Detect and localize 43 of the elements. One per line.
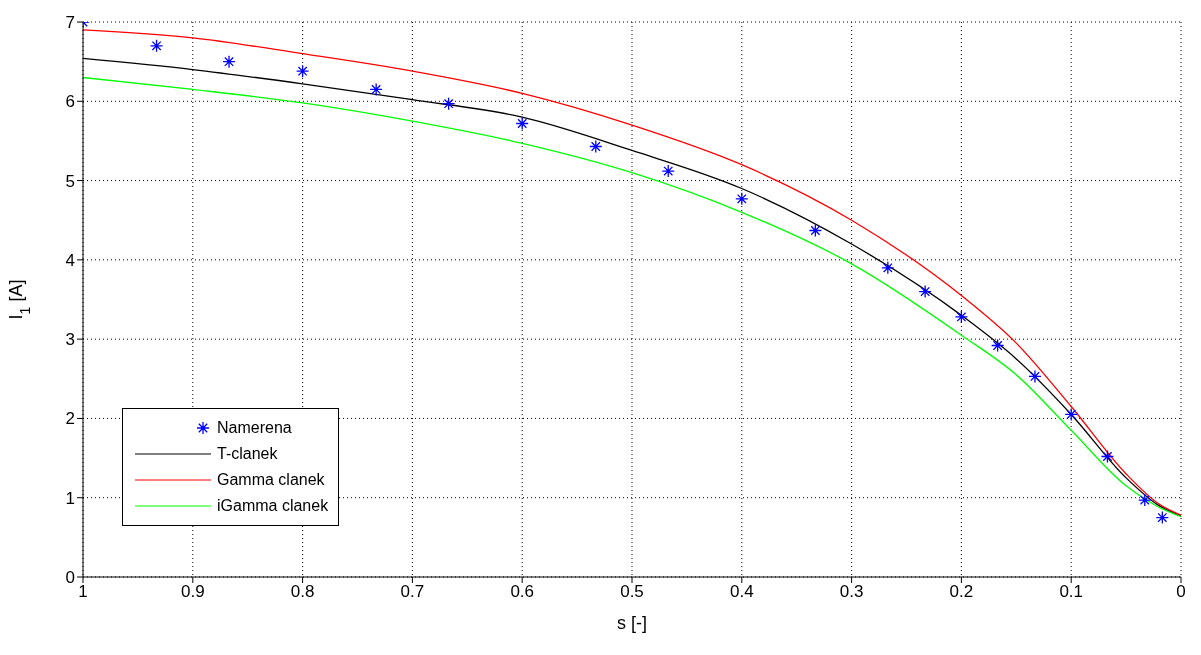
point — [295, 64, 310, 78]
legend-label: iGamma clanek — [217, 497, 329, 515]
y-tick-label: 0 — [65, 568, 75, 588]
legend-label: Namerena — [217, 419, 292, 437]
x-tick-label: 0.4 — [729, 582, 754, 602]
point — [735, 192, 749, 206]
legend-label: T-clanek — [217, 445, 278, 463]
x-tick-label: 0.3 — [839, 582, 864, 602]
point — [1064, 407, 1078, 422]
x-tick-label: 0.1 — [1059, 582, 1084, 602]
legend-label: Gamma clanek — [217, 471, 325, 489]
point — [1155, 510, 1169, 525]
y-tick-label: 1 — [65, 488, 75, 508]
x-tick-label: 0.5 — [620, 582, 644, 602]
point — [1100, 449, 1115, 464]
y-tick-label: 6 — [65, 92, 75, 112]
x-tick-label: 1 — [78, 582, 88, 602]
point — [1138, 493, 1152, 507]
point — [369, 82, 383, 97]
y-tick-label: 4 — [65, 250, 75, 270]
y-tick-label: 2 — [65, 409, 75, 429]
point — [149, 39, 164, 53]
y-tick-label: 3 — [65, 330, 75, 350]
point — [661, 164, 675, 178]
x-tick-label: 0.9 — [180, 582, 205, 602]
point — [589, 139, 603, 154]
point — [918, 284, 932, 299]
point — [808, 223, 823, 238]
point — [515, 116, 529, 131]
point — [954, 310, 969, 324]
point — [990, 338, 1005, 353]
y-tick-label: 5 — [65, 171, 75, 191]
x-tick-label: 0.2 — [949, 582, 974, 602]
y-tick-label: 7 — [65, 13, 75, 33]
x-tick-label: 0.7 — [400, 582, 425, 602]
x-tick-label: 0.8 — [290, 582, 315, 602]
x-tick-label: 0 — [1176, 582, 1186, 602]
point — [1028, 369, 1042, 384]
point — [441, 97, 456, 111]
point — [222, 54, 236, 69]
x-axis-title: s [-] — [617, 613, 647, 633]
point — [881, 261, 895, 275]
x-tick-label: 0.6 — [510, 582, 535, 602]
